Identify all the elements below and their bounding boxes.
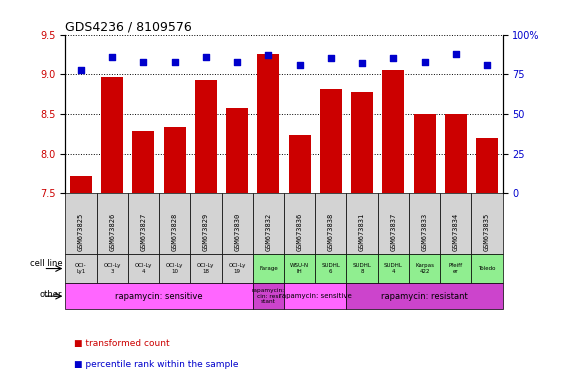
Bar (222, 194, 253, 254)
Text: GSM673832: GSM673832 (265, 213, 272, 251)
Text: cell line: cell line (30, 260, 62, 268)
Text: GSM673834: GSM673834 (453, 213, 459, 251)
Bar (70, 176, 92, 194)
Bar (414, 114, 436, 194)
Text: GDS4236 / 8109576: GDS4236 / 8109576 (65, 20, 192, 33)
Point (139, 58, 148, 65)
Bar (346, 194, 378, 254)
Point (202, 54, 211, 60)
Bar (284, 254, 315, 283)
Text: GSM673827: GSM673827 (140, 213, 147, 251)
Bar (190, 254, 222, 283)
Text: GSM673838: GSM673838 (328, 213, 334, 251)
Bar (382, 70, 404, 194)
Point (483, 62, 492, 68)
Point (264, 52, 273, 58)
Bar (159, 254, 190, 283)
Point (420, 58, 429, 65)
Bar (346, 254, 378, 283)
Text: GSM673825: GSM673825 (78, 213, 84, 251)
Text: Pfeiff
er: Pfeiff er (449, 263, 463, 274)
Text: GSM673833: GSM673833 (421, 213, 428, 251)
Text: GSM673831: GSM673831 (359, 213, 365, 251)
Text: rapamycin: sensitive: rapamycin: sensitive (279, 293, 352, 299)
Text: WSU-N
IH: WSU-N IH (290, 263, 309, 274)
Bar (315, 194, 346, 254)
Bar (409, 254, 440, 283)
Text: GSM673835: GSM673835 (484, 213, 490, 251)
Bar (97, 254, 128, 283)
Bar (284, 194, 315, 254)
Bar (378, 254, 409, 283)
Text: rapamycin: resistant: rapamycin: resistant (381, 292, 468, 301)
Text: GSM673829: GSM673829 (203, 213, 209, 251)
Bar (65, 254, 97, 283)
Bar (128, 194, 159, 254)
Point (233, 58, 242, 65)
Bar (222, 254, 253, 283)
Bar (351, 92, 373, 194)
Bar (257, 54, 279, 194)
Bar (346, 283, 503, 309)
Text: Farage: Farage (259, 266, 278, 271)
Bar (97, 194, 128, 254)
Bar (195, 80, 217, 194)
Bar (253, 283, 284, 309)
Point (358, 60, 367, 66)
Point (451, 51, 460, 57)
Text: OCI-Ly
3: OCI-Ly 3 (103, 263, 121, 274)
Bar (409, 194, 440, 254)
Text: ■ transformed count: ■ transformed count (74, 339, 169, 348)
Text: rapamycin:
cin: resi
stant: rapamycin: cin: resi stant (252, 288, 285, 304)
Text: SUDHL
8: SUDHL 8 (353, 263, 371, 274)
Point (389, 55, 398, 61)
Text: Karpas
422: Karpas 422 (415, 263, 434, 274)
Bar (128, 254, 159, 283)
Bar (159, 194, 190, 254)
Point (170, 58, 179, 65)
Text: GSM673826: GSM673826 (109, 213, 115, 251)
Bar (320, 89, 342, 194)
Text: GSM673828: GSM673828 (172, 213, 178, 251)
Text: Toledo: Toledo (478, 266, 496, 271)
Bar (101, 77, 123, 194)
Text: GSM673837: GSM673837 (390, 213, 396, 251)
Bar (476, 138, 498, 194)
Text: SUDHL
6: SUDHL 6 (321, 263, 340, 274)
Bar (190, 194, 222, 254)
Point (76, 66, 86, 73)
Bar (440, 194, 471, 254)
Text: GSM673830: GSM673830 (234, 213, 240, 251)
Bar (315, 254, 346, 283)
Bar (226, 108, 248, 194)
Bar (132, 131, 154, 194)
Bar (65, 194, 97, 254)
Bar (164, 127, 186, 194)
Text: OCI-Ly
18: OCI-Ly 18 (197, 263, 215, 274)
Point (326, 55, 335, 61)
Text: OCI-Ly
10: OCI-Ly 10 (166, 263, 183, 274)
Text: GSM673836: GSM673836 (296, 213, 303, 251)
Text: OCI-
Ly1: OCI- Ly1 (75, 263, 87, 274)
Bar (289, 136, 311, 194)
Bar (440, 254, 471, 283)
Point (295, 62, 304, 68)
Text: SUDHL
4: SUDHL 4 (384, 263, 403, 274)
Bar (284, 283, 346, 309)
Point (108, 54, 117, 60)
Text: other: other (40, 290, 62, 299)
Bar (471, 194, 503, 254)
Text: OCI-Ly
19: OCI-Ly 19 (228, 263, 246, 274)
Bar (253, 254, 284, 283)
Text: ■ percentile rank within the sample: ■ percentile rank within the sample (74, 360, 239, 369)
Text: rapamycin: sensitive: rapamycin: sensitive (115, 292, 203, 301)
Bar (65, 283, 253, 309)
Bar (471, 254, 503, 283)
Text: OCI-Ly
4: OCI-Ly 4 (135, 263, 152, 274)
Bar (445, 114, 467, 194)
Bar (378, 194, 409, 254)
Bar (253, 194, 284, 254)
